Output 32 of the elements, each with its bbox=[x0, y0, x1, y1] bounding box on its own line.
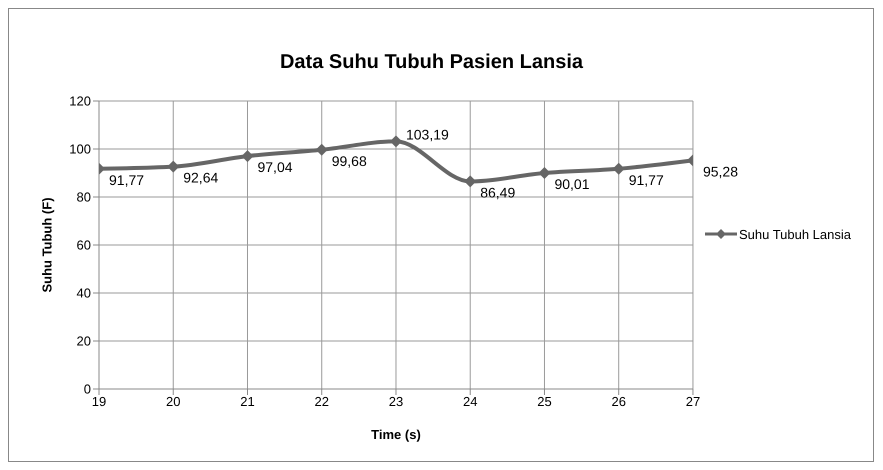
y-tick-label: 0 bbox=[84, 382, 91, 397]
chart-title: Data Suhu Tubuh Pasien Lansia bbox=[278, 51, 584, 74]
point bbox=[241, 150, 254, 162]
y-tick-label: 100 bbox=[69, 142, 91, 157]
y-tick-label: 80 bbox=[76, 190, 91, 205]
data-label: 103,19 bbox=[406, 126, 450, 142]
data-label: 97,04 bbox=[257, 159, 293, 176]
x-tick-label: 25 bbox=[537, 394, 552, 410]
point bbox=[316, 144, 328, 156]
point bbox=[612, 162, 625, 175]
legend-label: Suhu Tubuh Lansia bbox=[738, 226, 851, 242]
y-tick-label: 40 bbox=[76, 286, 91, 301]
x-tick-label: 23 bbox=[388, 394, 404, 410]
x-tick-label: 22 bbox=[314, 394, 329, 410]
data-label: 99,68 bbox=[332, 152, 367, 169]
y-tick-label: 120 bbox=[69, 94, 91, 109]
x-tick-label: 26 bbox=[611, 394, 626, 410]
y-tick-label: 60 bbox=[76, 238, 91, 253]
data-label: 90,01 bbox=[554, 176, 590, 192]
x-tick-label: 27 bbox=[686, 394, 700, 410]
x-tick-label: 19 bbox=[92, 394, 106, 410]
y-tick-label: 20 bbox=[76, 334, 91, 349]
y-axis-title: Suhu Tubuh (F) bbox=[40, 197, 55, 293]
data-label: 91,77 bbox=[109, 172, 144, 188]
x-tick-label: 20 bbox=[166, 394, 180, 410]
x-axis-title: Time (s) bbox=[371, 427, 421, 442]
x-tick-label: 21 bbox=[240, 394, 255, 410]
data-label: 86,49 bbox=[480, 184, 516, 200]
data-label: 91,77 bbox=[628, 172, 664, 188]
data-label: 92,64 bbox=[183, 170, 218, 186]
x-tick-label: 24 bbox=[462, 394, 478, 410]
data-label: 95,28 bbox=[702, 163, 738, 180]
